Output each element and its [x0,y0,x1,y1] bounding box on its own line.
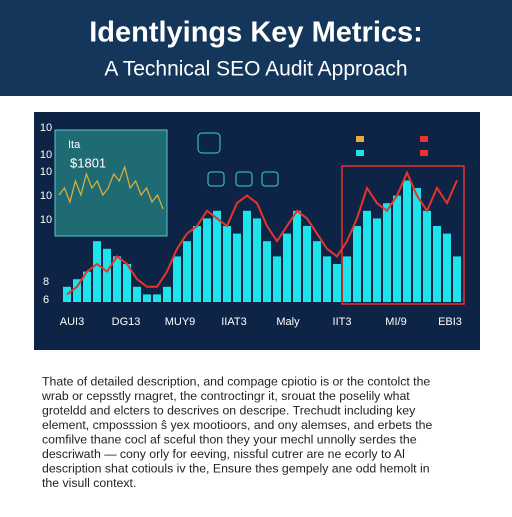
icon [235,171,253,187]
x-tick-label: MUY9 [165,316,196,328]
bar [253,218,261,302]
highlight-box [341,165,465,305]
bar [173,256,181,302]
bar [73,279,81,302]
y-tick-label: 10 [40,214,52,226]
bar [153,294,161,302]
bar [333,264,341,302]
bar [233,233,241,302]
bar [183,241,191,302]
bar [423,210,431,302]
x-tick-label: IIT3 [333,316,352,328]
y-tick-label: 10 [40,190,52,202]
bar [263,241,271,302]
icon [197,132,221,154]
bar [103,248,111,302]
bar [113,256,121,302]
inset-line [58,165,164,210]
y-tick-label: 8 [43,276,49,288]
bar [133,286,141,302]
bar [393,195,401,302]
body-text-line: comfilve thane cocl af sceful thon they … [42,432,417,446]
body-text-line: element, cmposssion ŝ yex mootioors, and… [42,418,432,432]
bar [373,218,381,302]
bar [273,256,281,302]
bar [243,210,251,302]
icon [261,171,279,187]
y-tick-label: 10 [40,122,52,134]
subtitle: A Technical SEO Audit Approach [104,58,407,81]
x-tick-label: IIAT3 [221,316,246,328]
bar [343,256,351,302]
inset-label: Ita [68,139,81,151]
x-tick-label: MI/9 [385,316,406,328]
body-text-line: groteldd and elcters to descrives on des… [42,403,416,417]
bar [403,180,411,302]
x-tick-label: DG13 [112,316,141,328]
body-text-line: Thate of detailed description, and compa… [42,374,430,388]
legend-swatch [420,136,428,142]
bar [83,271,91,302]
body-text-line: description shat cotiouls iv the, Ensure… [42,461,430,475]
bar [413,188,421,302]
inset-value: $1801 [70,155,106,170]
bar [203,218,211,302]
body-text-line: descriwath — cony orly for eeving, nissf… [42,447,405,461]
title: Identlyings Key Metrics: [89,17,423,49]
bar [123,264,131,302]
bar [293,210,301,302]
inset-panel [54,129,168,237]
x-tick-label: AUI3 [60,316,84,328]
legend-swatch [420,150,428,156]
bar [143,294,151,302]
bar [93,241,101,302]
body-text-line: the visull context. [42,476,136,490]
header-band [0,0,512,96]
legend-swatch [356,150,364,156]
icons [197,132,428,187]
bar [303,226,311,302]
bar [353,226,361,302]
bar [443,233,451,302]
bar [283,233,291,302]
bar [383,203,391,302]
bar [453,256,461,302]
y-tick-label: 10 [40,149,52,161]
x-tick-label: EBI3 [438,316,462,328]
bar [313,241,321,302]
trend-line [66,170,458,296]
bar [193,226,201,302]
y-tick-label: 10 [40,166,52,178]
bar [363,210,371,302]
bar [213,210,221,302]
legend-swatch [356,136,364,142]
bar [323,256,331,302]
bar [163,286,171,302]
body-text-line: wrab or cepsstly rnagret, the controctin… [41,389,410,403]
bar [223,226,231,302]
x-tick-label: Maly [276,316,300,328]
bar [433,226,441,302]
y-tick-label: 6 [43,294,49,306]
icon [207,171,225,187]
